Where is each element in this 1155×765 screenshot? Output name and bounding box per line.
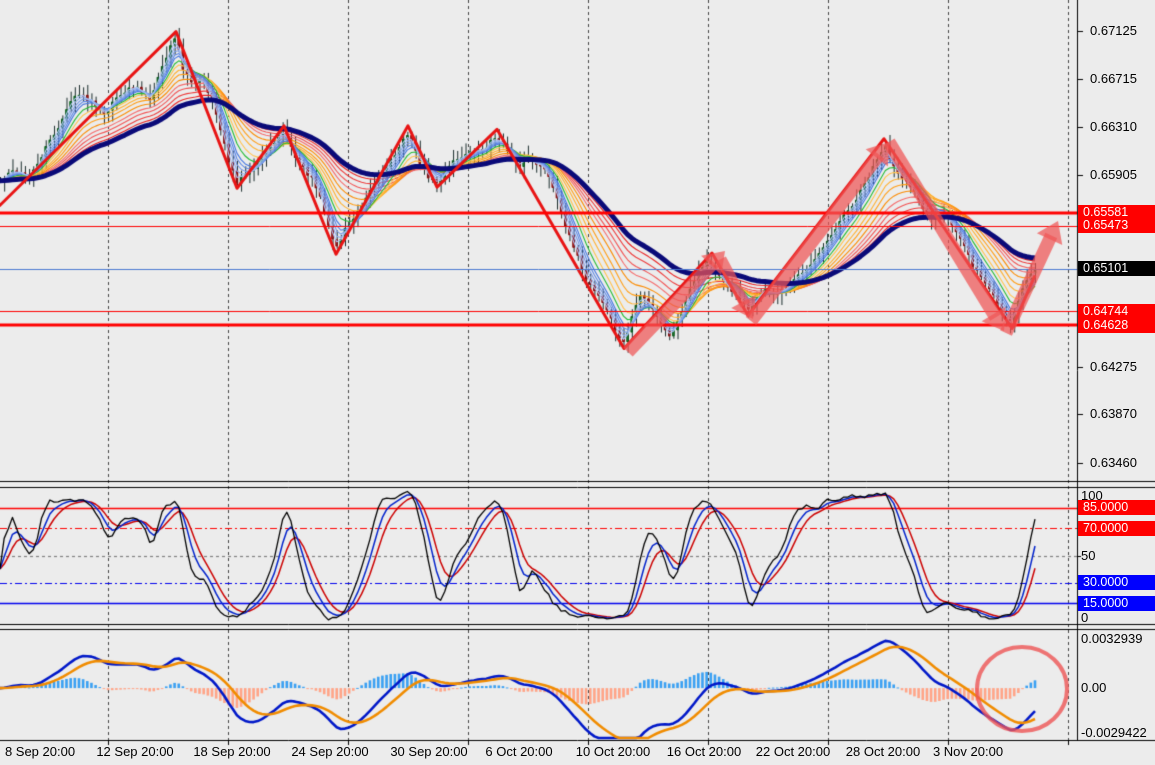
time-label: 24 Sep 20:00 xyxy=(291,744,369,759)
oscillator-tick: 0 xyxy=(1081,610,1089,625)
support-level-badge: 0.64744 xyxy=(1078,303,1155,319)
time-label: 8 Sep 20:00 xyxy=(4,744,76,759)
support-level-badge: 0.64628 xyxy=(1078,317,1155,333)
price-tick: 0.67125 xyxy=(1090,22,1137,38)
oscillator-panel[interactable] xyxy=(0,487,1077,624)
oscillator-level-badge: 15.0000 xyxy=(1078,595,1155,611)
time-label: 12 Sep 20:00 xyxy=(96,744,174,759)
time-label: 16 Oct 20:00 xyxy=(666,744,742,759)
macd-zero-label: 0.00 xyxy=(1081,680,1107,696)
price-tick: 0.66715 xyxy=(1090,71,1137,87)
time-label: 3 Nov 20:00 xyxy=(932,744,1004,759)
time-label: 30 Sep 20:00 xyxy=(390,744,468,759)
macd-min-label: -0.0029422 xyxy=(1081,725,1147,740)
main-price-panel[interactable] xyxy=(0,0,1077,481)
price-tick: 0.63870 xyxy=(1090,406,1137,422)
time-label: 22 Oct 20:00 xyxy=(755,744,831,759)
oscillator-tick: 100 xyxy=(1081,488,1103,503)
price-tick: 0.65905 xyxy=(1090,166,1137,182)
resistance-level-badge: 0.65473 xyxy=(1078,218,1155,234)
price-tick: 0.66310 xyxy=(1090,118,1137,134)
price-tick: 0.64275 xyxy=(1090,358,1137,374)
oscillator-level-badge: 70.0000 xyxy=(1078,520,1155,536)
macd-panel[interactable] xyxy=(0,630,1077,740)
oscillator-tick: 50 xyxy=(1081,547,1096,563)
time-label: 10 Oct 20:00 xyxy=(575,744,651,759)
oscillator-level-badge: 30.0000 xyxy=(1078,575,1155,591)
current-price-badge: 0.65101 xyxy=(1078,261,1155,277)
time-label: 18 Sep 20:00 xyxy=(193,744,271,759)
resistance-level-badge: 0.65581 xyxy=(1078,205,1155,221)
oscillator-level-badge: 85.0000 xyxy=(1078,500,1155,516)
time-label: 6 Oct 20:00 xyxy=(485,744,553,759)
price-tick: 0.63460 xyxy=(1090,454,1137,470)
time-label: 28 Oct 20:00 xyxy=(845,744,921,759)
macd-max-label: 0.0032939 xyxy=(1081,631,1143,646)
